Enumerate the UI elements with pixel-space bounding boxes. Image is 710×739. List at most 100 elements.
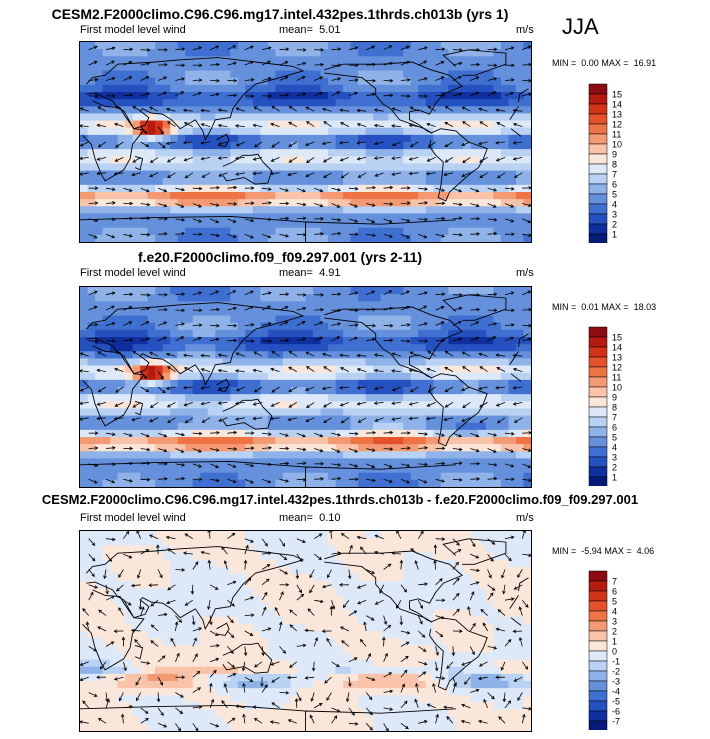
field-cell bbox=[222, 170, 231, 179]
field-cell bbox=[425, 351, 434, 360]
field-cell bbox=[328, 177, 337, 186]
wind-arrow bbox=[470, 293, 481, 297]
field-cell bbox=[260, 479, 269, 487]
wind-arrow bbox=[331, 77, 342, 81]
field-cell bbox=[87, 163, 96, 172]
field-cell bbox=[267, 344, 277, 352]
field-cell bbox=[395, 70, 404, 79]
panel-2-min-value: 0.01 bbox=[581, 302, 599, 312]
field-cell bbox=[380, 134, 389, 143]
field-cell bbox=[132, 408, 141, 417]
wind-arrow bbox=[504, 463, 515, 468]
field-cell bbox=[215, 444, 224, 452]
field-cell bbox=[87, 308, 96, 317]
field-cell bbox=[350, 192, 359, 200]
wind-arrow bbox=[418, 339, 429, 343]
field-cell bbox=[230, 170, 239, 179]
field-cell bbox=[147, 559, 156, 568]
wind-arrow bbox=[270, 402, 280, 407]
field-cell bbox=[252, 127, 261, 136]
field-cell bbox=[433, 372, 442, 381]
field-cell bbox=[297, 134, 307, 143]
wind-arrow bbox=[470, 321, 480, 326]
field-cell bbox=[463, 444, 472, 452]
colorbar-tick-label: 1 bbox=[612, 473, 617, 483]
field-cell bbox=[485, 531, 495, 539]
field-cell bbox=[410, 163, 419, 172]
field-cell bbox=[260, 329, 269, 338]
field-cell bbox=[320, 113, 329, 122]
field-cell bbox=[500, 227, 510, 236]
field-cell bbox=[320, 479, 329, 487]
field-cell bbox=[373, 170, 382, 179]
wind-arrow bbox=[321, 386, 332, 391]
field-cell bbox=[290, 408, 299, 417]
field-cell bbox=[343, 401, 352, 410]
field-cell bbox=[523, 479, 531, 487]
field-cell bbox=[207, 206, 216, 215]
field-cell bbox=[207, 545, 216, 554]
field-cell bbox=[365, 156, 374, 165]
wind-arrow bbox=[192, 186, 203, 191]
field-cell bbox=[463, 623, 472, 632]
field-cell bbox=[290, 287, 299, 295]
field-cell bbox=[388, 437, 397, 445]
field-cell bbox=[403, 552, 412, 561]
field-cell bbox=[455, 401, 464, 410]
field-cell bbox=[433, 609, 442, 618]
colorbar-box bbox=[588, 396, 608, 408]
field-cell bbox=[80, 199, 89, 207]
field-cell bbox=[267, 616, 277, 625]
field-cell bbox=[485, 301, 495, 310]
field-cell bbox=[478, 106, 487, 115]
wind-arrow bbox=[452, 233, 463, 237]
field-cell bbox=[335, 588, 344, 596]
field-cell bbox=[260, 573, 269, 582]
field-cell bbox=[117, 602, 126, 611]
field-cell bbox=[275, 120, 284, 129]
field-cell bbox=[455, 531, 464, 539]
field-cell bbox=[102, 113, 111, 122]
field-cell bbox=[102, 220, 111, 229]
field-cell bbox=[162, 401, 171, 410]
wind-arrow bbox=[487, 322, 498, 326]
wind-arrow bbox=[373, 123, 384, 128]
wind-arrow bbox=[408, 157, 419, 161]
field-cell bbox=[343, 595, 352, 604]
field-cell bbox=[155, 344, 164, 352]
field-cell bbox=[282, 315, 292, 324]
field-cell bbox=[485, 120, 495, 129]
field-cell bbox=[373, 149, 382, 157]
field-cell bbox=[155, 415, 164, 424]
wind-arrow bbox=[409, 386, 419, 393]
field-cell bbox=[418, 315, 427, 324]
field-cell bbox=[395, 531, 404, 539]
field-cell bbox=[102, 308, 111, 317]
field-cell bbox=[358, 538, 367, 546]
field-cell bbox=[290, 531, 299, 539]
wind-arrow bbox=[131, 172, 141, 177]
field-cell bbox=[245, 42, 254, 50]
field-cell bbox=[162, 437, 171, 445]
field-cell bbox=[515, 287, 525, 295]
field-cell bbox=[140, 552, 149, 561]
field-cell bbox=[373, 408, 382, 417]
field-cell bbox=[177, 479, 186, 487]
field-cell bbox=[403, 156, 412, 165]
field-cell bbox=[260, 294, 269, 302]
field-cell bbox=[515, 77, 525, 86]
field-cell bbox=[155, 149, 164, 157]
field-cell bbox=[328, 458, 337, 467]
field-cell bbox=[245, 287, 254, 295]
field-cell bbox=[328, 531, 337, 539]
field-cell bbox=[215, 422, 224, 431]
field-cell bbox=[365, 337, 374, 345]
field-cell bbox=[200, 595, 209, 604]
field-cell bbox=[87, 451, 96, 460]
wind-arrow bbox=[504, 308, 515, 313]
field-cell bbox=[365, 566, 374, 575]
field-cell bbox=[470, 602, 479, 611]
field-cell bbox=[80, 227, 89, 236]
field-cell bbox=[493, 415, 502, 424]
field-cell bbox=[95, 573, 104, 582]
